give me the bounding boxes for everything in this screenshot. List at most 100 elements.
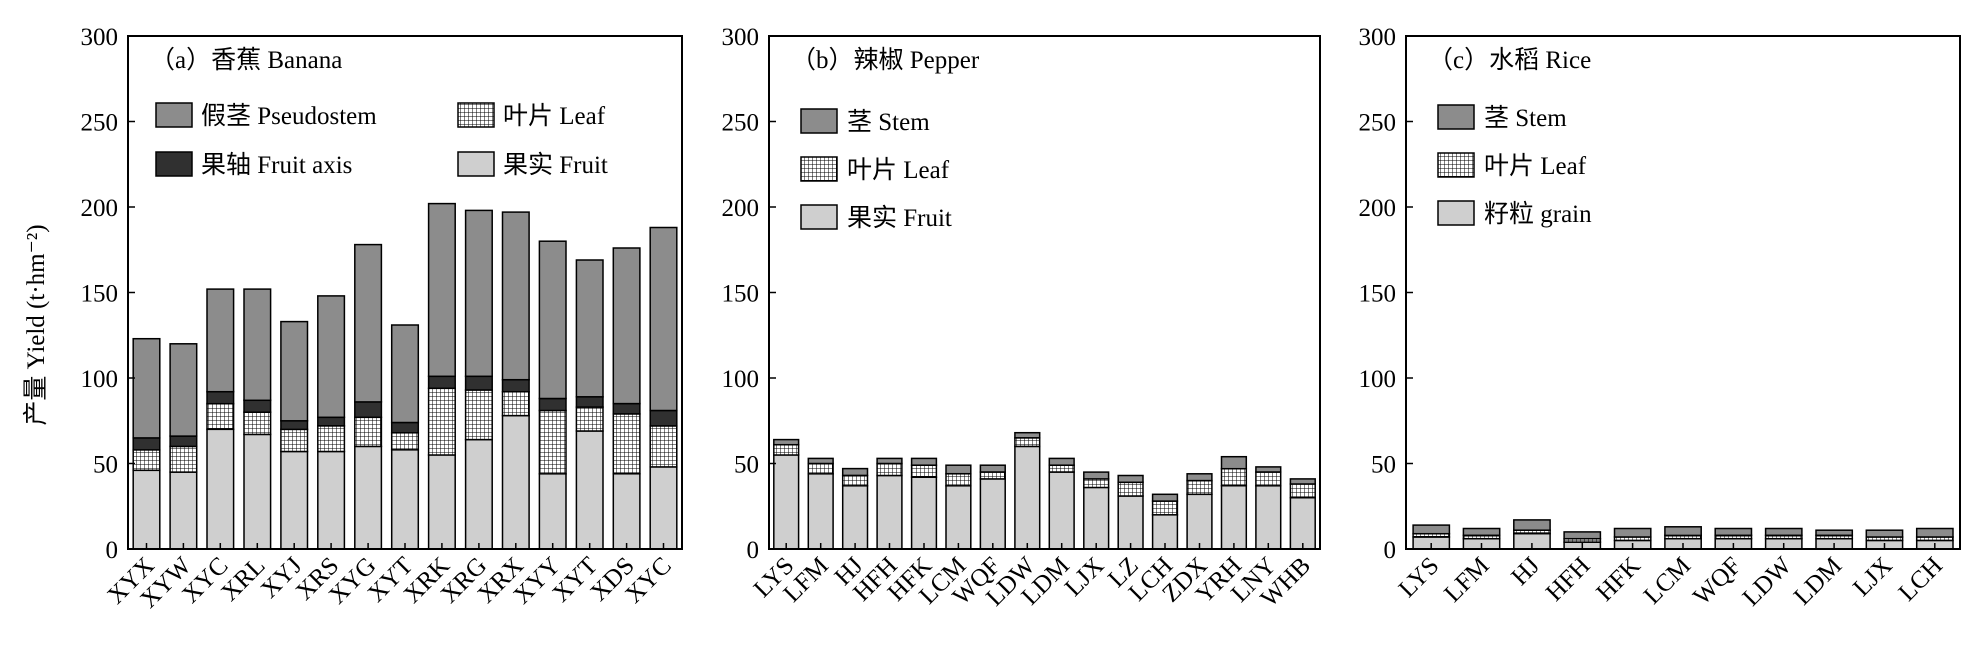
bar-stem-8 bbox=[427, 202, 456, 378]
bar-stem-3 bbox=[243, 288, 272, 402]
bar-fruit-11 bbox=[538, 473, 567, 550]
bar-fruit-13 bbox=[612, 473, 641, 550]
bar-leaf-12 bbox=[575, 406, 604, 432]
y-tick-label: 0 bbox=[1384, 537, 1397, 564]
bar-leaf-5 bbox=[945, 473, 972, 487]
y-tick-label: 200 bbox=[81, 195, 119, 222]
legend-swatch bbox=[800, 108, 838, 134]
bar-stem-6 bbox=[979, 464, 1006, 473]
bar-fruit-13 bbox=[1220, 484, 1248, 550]
y-tick-label: 0 bbox=[747, 537, 760, 564]
category-label: HJ bbox=[1506, 552, 1545, 591]
bar-fruit-10 bbox=[1117, 495, 1144, 550]
bar-stem-15 bbox=[1289, 478, 1316, 485]
bar-fruit-1 bbox=[169, 471, 198, 550]
category-label: HFH bbox=[1541, 552, 1595, 606]
bar-fruit-0 bbox=[132, 469, 161, 550]
category-label: LCM bbox=[1639, 552, 1696, 609]
bar-leaf-8 bbox=[427, 387, 456, 456]
bar-stem-8 bbox=[1048, 457, 1075, 466]
bar-stem-9 bbox=[1083, 471, 1110, 480]
bar-leaf-4 bbox=[280, 428, 309, 453]
bar-leaf-15 bbox=[1289, 483, 1316, 499]
bar-stem-7 bbox=[1764, 527, 1803, 537]
legend-label: 果轴 Fruit axis bbox=[201, 151, 352, 179]
bar-leaf-9 bbox=[1083, 478, 1110, 489]
bar-stem-12 bbox=[1186, 473, 1213, 482]
bar-fruit_axis-11 bbox=[538, 397, 567, 412]
bar-leaf-2 bbox=[841, 474, 869, 487]
bar-fruit-10 bbox=[501, 414, 530, 550]
bar-leaf-2 bbox=[206, 402, 235, 431]
legend-swatch bbox=[800, 204, 838, 230]
bar-stem-12 bbox=[575, 259, 604, 398]
y-tick-label: 50 bbox=[1371, 452, 1396, 479]
bar-leaf-3 bbox=[876, 462, 903, 477]
legend-label: 叶片 Leaf bbox=[503, 102, 606, 130]
bar-stem-14 bbox=[649, 226, 678, 412]
bar-leaf-4 bbox=[910, 464, 938, 478]
y-tick-label: 300 bbox=[81, 24, 119, 51]
bar-leaf-5 bbox=[317, 425, 346, 453]
panel-title: （b）辣椒 Pepper bbox=[791, 46, 980, 74]
y-tick-label: 150 bbox=[722, 281, 760, 308]
bar-fruit-12 bbox=[1186, 493, 1213, 550]
y-tick-label: 300 bbox=[1359, 24, 1397, 51]
bar-fruit-7 bbox=[1014, 445, 1041, 550]
category-label: LCH bbox=[1894, 552, 1948, 606]
bar-fruit-5 bbox=[945, 484, 972, 550]
bar-stem-9 bbox=[464, 209, 493, 378]
bar-fruit-15 bbox=[1289, 496, 1316, 550]
legend-label: 茎 Stem bbox=[1484, 104, 1567, 132]
bar-stem-11 bbox=[1151, 493, 1179, 502]
y-tick-label: 250 bbox=[722, 110, 760, 137]
bar-fruit_axis-7 bbox=[390, 421, 420, 434]
bar-leaf-9 bbox=[464, 389, 493, 441]
legend-swatch bbox=[1437, 200, 1475, 226]
bar-stem-0 bbox=[132, 337, 161, 439]
legend-swatch bbox=[155, 102, 193, 128]
bar-leaf-14 bbox=[1255, 471, 1282, 487]
y-tick-label: 0 bbox=[106, 537, 119, 564]
bar-fruit-12 bbox=[575, 430, 604, 550]
y-tick-label: 50 bbox=[93, 452, 118, 479]
bar-stem-7 bbox=[390, 324, 420, 424]
category-label: LDM bbox=[1789, 552, 1847, 610]
bar-fruit-4 bbox=[280, 450, 309, 550]
y-tick-label: 200 bbox=[722, 195, 760, 222]
y-tick-label: 250 bbox=[1359, 110, 1397, 137]
bar-leaf-6 bbox=[354, 416, 383, 448]
panel-title: （c）水稻 Rice bbox=[1428, 46, 1591, 74]
bar-leaf-1 bbox=[169, 445, 198, 473]
bar-stem-2 bbox=[1513, 519, 1551, 531]
y-tick-label: 250 bbox=[81, 110, 119, 137]
y-tick-label: 300 bbox=[722, 24, 760, 51]
bar-leaf-14 bbox=[649, 425, 678, 468]
bar-stem-3 bbox=[1563, 531, 1602, 540]
bar-leaf-11 bbox=[1151, 500, 1179, 516]
bar-leaf-10 bbox=[501, 390, 530, 417]
bar-fruit-4 bbox=[910, 476, 938, 550]
bar-stem-10 bbox=[1117, 474, 1144, 484]
bar-fruit-6 bbox=[354, 445, 383, 550]
bar-leaf-0 bbox=[132, 449, 161, 472]
legend-swatch bbox=[800, 156, 838, 182]
legend-swatch bbox=[155, 151, 193, 177]
bar-stem-4 bbox=[280, 320, 309, 422]
bar-leaf-7 bbox=[390, 431, 420, 451]
bar-leaf-6 bbox=[979, 471, 1006, 480]
bar-leaf-3 bbox=[243, 411, 272, 436]
bar-fruit_axis-8 bbox=[427, 375, 456, 390]
bar-fruit_axis-6 bbox=[354, 401, 383, 419]
bar-fruit-14 bbox=[649, 466, 678, 550]
y-tick-label: 150 bbox=[81, 281, 119, 308]
panel-0: XYXXYWXYCXRLXYJXRSXYGXYTXRKXRGXRXXYYXYTX… bbox=[81, 24, 683, 613]
bar-stem-5 bbox=[1664, 526, 1702, 537]
legend-label: 籽粒 grain bbox=[1484, 200, 1592, 228]
bar-stem-0 bbox=[1412, 524, 1451, 535]
bar-fruit-2 bbox=[841, 484, 869, 550]
bar-fruit-3 bbox=[243, 433, 272, 550]
bar-fruit_axis-4 bbox=[280, 420, 309, 431]
legend-swatch bbox=[1437, 152, 1475, 178]
bar-fruit-14 bbox=[1255, 484, 1282, 550]
